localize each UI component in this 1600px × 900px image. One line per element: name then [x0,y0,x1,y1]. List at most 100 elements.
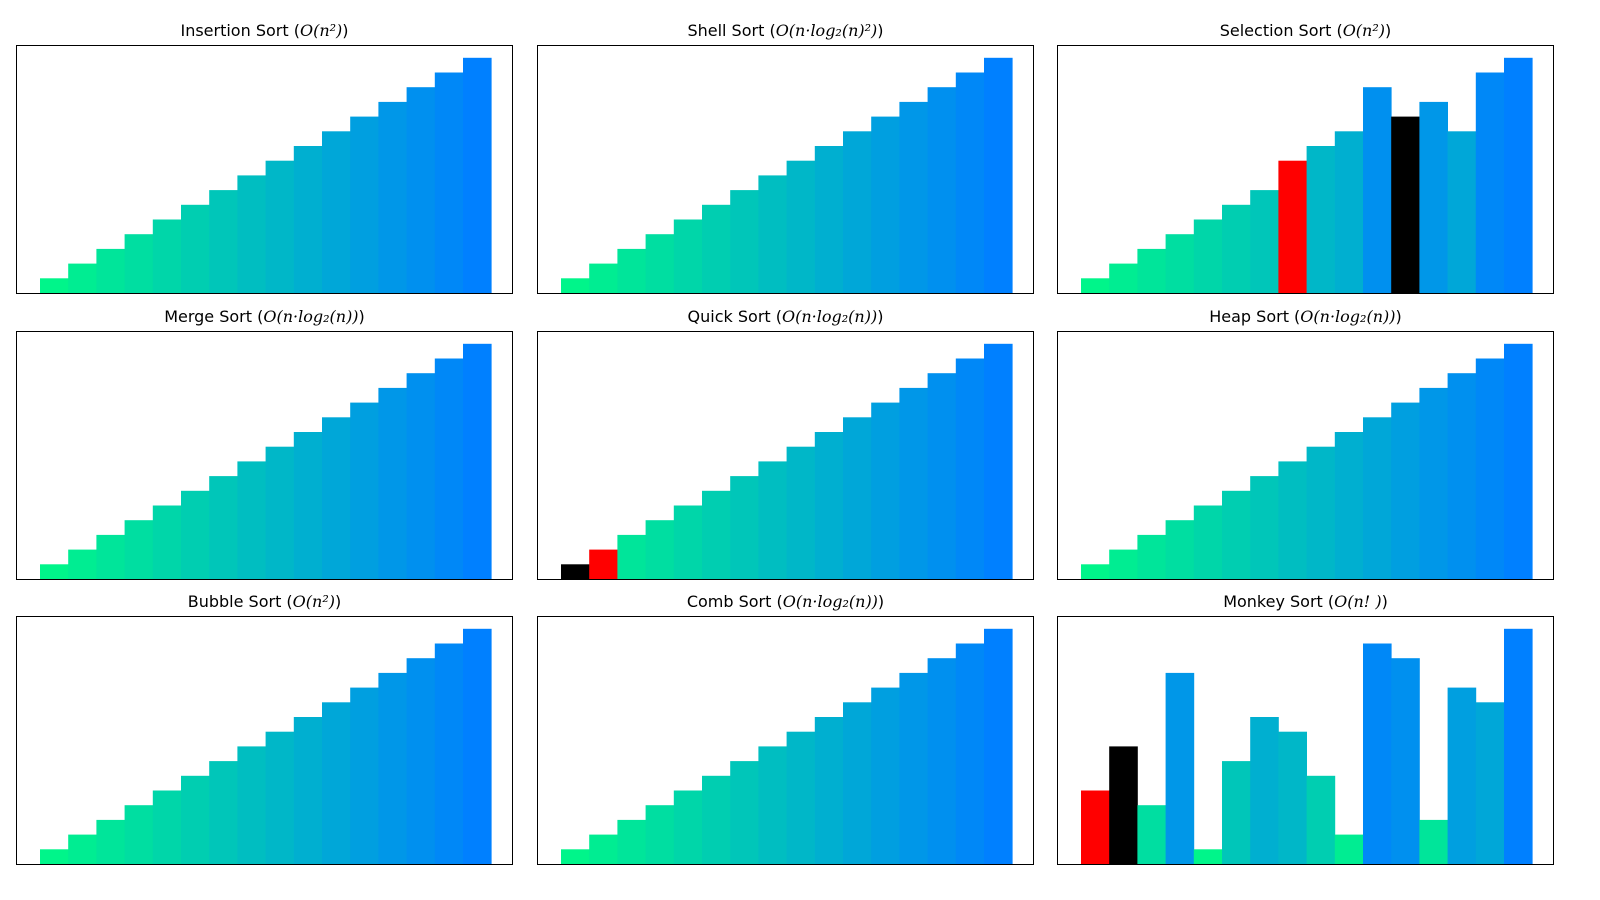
bar [730,476,759,579]
bar [984,628,1013,864]
bar [463,57,492,293]
bar [1391,116,1420,293]
bar [1334,834,1364,864]
panel-title: Bubble Sort (O(n²)) [11,592,518,611]
bar [1306,446,1336,579]
panel-title: Insertion Sort (O(n²)) [11,21,518,40]
panel-title-complexity: O(n²) [299,21,343,40]
chart-panel [537,616,1034,865]
bar-chart-svg [40,343,492,579]
bar [673,790,703,864]
chart-panel [1057,331,1554,580]
panel-title-complexity: O(n! ) [1334,592,1382,611]
bar [322,131,351,293]
bar [181,775,210,864]
panel-title-close: ) [877,307,884,326]
chart-panel [537,45,1034,294]
bar [1504,343,1533,579]
panel-title-close: ) [877,592,885,611]
panel-title-complexity: O(n²) [1342,21,1386,40]
bar [899,387,928,579]
bar [1250,476,1279,579]
bar [1081,564,1110,579]
bar [1137,805,1166,864]
bar [1165,672,1195,864]
bar [1222,490,1251,579]
panel-title-name: Selection Sort ( [1219,21,1343,40]
panel-title-close: ) [1385,21,1392,40]
bar [617,534,646,579]
panel-title-name: Shell Sort ( [687,21,776,40]
panel-title: Monkey Sort (O(n! )) [1052,592,1559,611]
bar [1081,790,1110,864]
panel-title-close: ) [335,592,342,611]
bar [378,101,407,293]
bar [322,417,351,579]
chart-panel [16,45,513,294]
bar [786,160,816,293]
bar [589,834,618,864]
panel-title: Selection Sort (O(n²)) [1052,21,1559,40]
panel-title-name: Quick Sort ( [687,307,782,326]
bar [702,204,731,293]
bar-chart-svg [561,628,1013,864]
bar [730,761,759,864]
bar [1109,549,1138,579]
panel-title: Shell Sort (O(n·log₂(n)²)) [532,21,1039,40]
bar [702,490,731,579]
panel-title-name: Monkey Sort ( [1223,592,1335,611]
panel-title-close: ) [1395,307,1402,326]
bar [899,672,928,864]
bar [955,72,985,293]
panel-title-complexity: O(n·log₂(n)) [782,592,878,611]
bar [673,505,703,579]
bar [1504,628,1533,864]
bar [561,564,590,579]
panel-title: Heap Sort (O(n·log₂(n))) [1052,307,1559,326]
panel-title: Comb Sort (O(n·log₂(n))) [532,592,1039,611]
bar [152,505,182,579]
bar [927,658,957,864]
bar [1193,219,1223,293]
bar [814,717,844,864]
bar [1109,263,1138,293]
bar [1447,373,1477,579]
bar [1137,248,1166,293]
bar [293,432,323,579]
bar-chart-svg [1081,343,1533,579]
bar [68,263,97,293]
chart-panel [537,331,1034,580]
bar [406,87,436,293]
bar [293,146,323,293]
bar-chart-svg [40,628,492,864]
bar [1109,746,1138,864]
bar [68,549,97,579]
bar [561,278,590,293]
bar-chart-svg [40,57,492,293]
bar [645,234,675,293]
panel-title-close: ) [358,307,365,326]
bar-chart-svg [561,57,1013,293]
bar [758,175,787,293]
panel-title: Merge Sort (O(n·log₂(n))) [11,307,518,326]
bar [1419,101,1448,293]
panel-title-complexity: O(n²) [292,592,335,611]
bar [984,343,1013,579]
bar [927,87,957,293]
bar [209,190,238,293]
bar [265,160,295,293]
bar-chart-svg [561,343,1013,579]
bar [40,278,69,293]
chart-panel [1057,45,1554,294]
bar [1306,775,1336,864]
bar [843,702,872,864]
chart-panel [16,331,513,580]
bar [350,116,379,293]
bar [1165,520,1195,579]
panel-title-close: ) [1381,592,1388,611]
bar [1475,358,1505,579]
bar [1306,146,1336,293]
bar [871,687,900,864]
panel-title-name: Comb Sort ( [686,592,783,611]
bar [814,146,844,293]
